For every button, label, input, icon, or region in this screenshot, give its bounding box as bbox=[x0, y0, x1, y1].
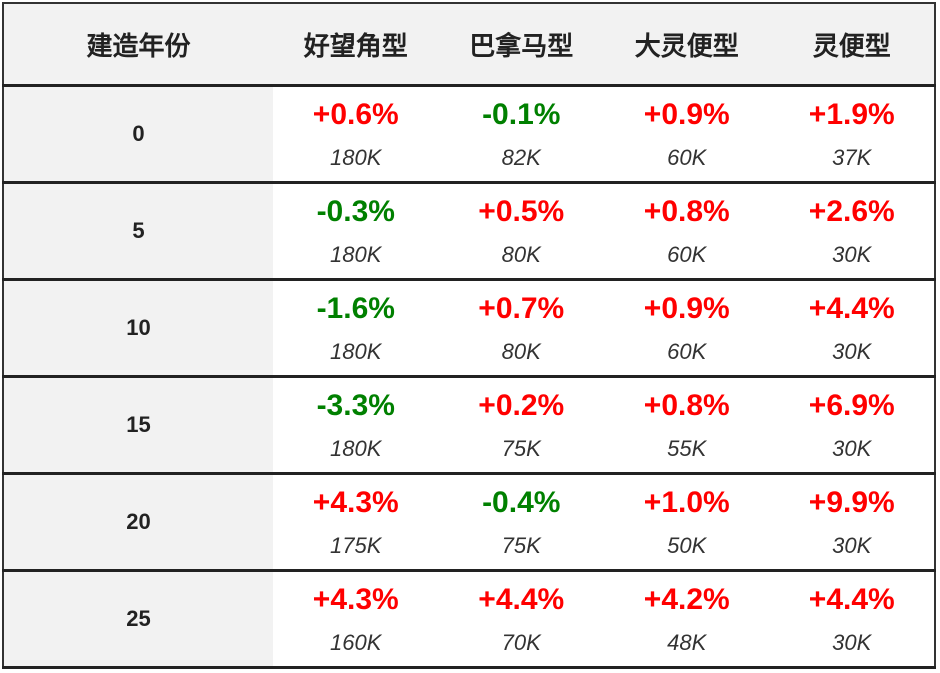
change-value: +0.6% bbox=[312, 98, 399, 131]
change-value: +4.3% bbox=[312, 486, 399, 519]
data-cell: +0.5% 80K bbox=[438, 182, 604, 281]
data-cell: +0.6% 180K bbox=[273, 85, 439, 184]
data-cell: +0.2% 75K bbox=[438, 376, 604, 475]
data-cell: -3.3% 180K bbox=[273, 376, 439, 475]
data-cell: +6.9% 30K bbox=[769, 376, 935, 475]
header-cell: 大灵便型 bbox=[604, 3, 770, 87]
data-cell: +9.9% 30K bbox=[769, 473, 935, 572]
data-cell: +0.7% 80K bbox=[438, 279, 604, 378]
change-value: -0.1% bbox=[482, 98, 561, 131]
price-value: 80K bbox=[501, 339, 541, 364]
change-value: +0.2% bbox=[478, 389, 565, 422]
price-value: 75K bbox=[501, 533, 541, 558]
price-value: 48K bbox=[667, 630, 707, 655]
table-row: 5 -0.3% 180K +0.5% 80K +0.8% 60K +2.6% 30K bbox=[3, 182, 935, 281]
change-value: +0.5% bbox=[478, 195, 565, 228]
change-value: +0.8% bbox=[643, 195, 730, 228]
data-cell: +0.9% 60K bbox=[604, 279, 770, 378]
price-value: 30K bbox=[832, 436, 872, 461]
price-value: 180K bbox=[330, 339, 382, 364]
data-cell: +2.6% 30K bbox=[769, 182, 935, 281]
header-cell: 灵便型 bbox=[769, 3, 935, 87]
data-cell: +4.4% 70K bbox=[438, 570, 604, 669]
price-value: 30K bbox=[832, 339, 872, 364]
change-value: +0.9% bbox=[643, 98, 730, 131]
data-cell: +0.8% 55K bbox=[604, 376, 770, 475]
change-value: +4.4% bbox=[808, 292, 895, 325]
data-cell: +4.3% 160K bbox=[273, 570, 439, 669]
price-value: 180K bbox=[330, 145, 382, 170]
change-value: +0.7% bbox=[478, 292, 565, 325]
price-value: 60K bbox=[667, 242, 707, 267]
price-value: 75K bbox=[501, 436, 541, 461]
change-value: +6.9% bbox=[808, 389, 895, 422]
change-value: -0.3% bbox=[316, 195, 395, 228]
change-value: +4.3% bbox=[312, 583, 399, 616]
table-row: 15 -3.3% 180K +0.2% 75K +0.8% 55K +6.9% 30K bbox=[3, 376, 935, 475]
change-value: +4.2% bbox=[643, 583, 730, 616]
price-value: 30K bbox=[832, 533, 872, 558]
table-row: 0 +0.6% 180K -0.1% 82K +0.9% 60K +1.9% 37K bbox=[3, 85, 935, 184]
price-value: 175K bbox=[330, 533, 382, 558]
data-cell: -0.4% 75K bbox=[438, 473, 604, 572]
price-value: 37K bbox=[832, 145, 872, 170]
table-row: 20 +4.3% 175K -0.4% 75K +1.0% 50K +9.9% 30K bbox=[3, 473, 935, 572]
header-cell: 巴拿马型 bbox=[438, 3, 604, 87]
data-cell: +4.3% 175K bbox=[273, 473, 439, 572]
year-cell: 15 bbox=[3, 376, 273, 475]
header-cell: 建造年份 bbox=[3, 3, 273, 87]
change-value: +1.0% bbox=[643, 486, 730, 519]
data-cell: +0.8% 60K bbox=[604, 182, 770, 281]
price-value: 180K bbox=[330, 436, 382, 461]
change-value: -0.4% bbox=[482, 486, 561, 519]
year-cell: 20 bbox=[3, 473, 273, 572]
year-cell: 5 bbox=[3, 182, 273, 281]
change-value: +0.8% bbox=[643, 389, 730, 422]
price-value: 70K bbox=[501, 630, 541, 655]
table-row: 25 +4.3% 160K +4.4% 70K +4.2% 48K +4.4% 30K bbox=[3, 570, 935, 669]
price-value: 30K bbox=[832, 242, 872, 267]
change-value: +1.9% bbox=[808, 98, 895, 131]
year-cell: 0 bbox=[3, 85, 273, 184]
year-cell: 25 bbox=[3, 570, 273, 669]
change-value: -1.6% bbox=[316, 292, 395, 325]
price-value: 180K bbox=[330, 242, 382, 267]
data-cell: +4.4% 30K bbox=[769, 279, 935, 378]
change-value: +4.4% bbox=[808, 583, 895, 616]
year-cell: 10 bbox=[3, 279, 273, 378]
price-value: 50K bbox=[667, 533, 707, 558]
header-row: 建造年份 好望角型 巴拿马型 大灵便型 灵便型 bbox=[3, 3, 935, 87]
price-value: 82K bbox=[501, 145, 541, 170]
price-value: 60K bbox=[667, 339, 707, 364]
price-value: 30K bbox=[832, 630, 872, 655]
data-cell: +4.2% 48K bbox=[604, 570, 770, 669]
data-cell: +0.9% 60K bbox=[604, 85, 770, 184]
data-cell: -1.6% 180K bbox=[273, 279, 439, 378]
change-value: +2.6% bbox=[808, 195, 895, 228]
price-value: 160K bbox=[330, 630, 382, 655]
price-value: 80K bbox=[501, 242, 541, 267]
change-value: -3.3% bbox=[316, 389, 395, 422]
data-cell: -0.1% 82K bbox=[438, 85, 604, 184]
data-cell: +1.0% 50K bbox=[604, 473, 770, 572]
data-cell: -0.3% 180K bbox=[273, 182, 439, 281]
table-row: 10 -1.6% 180K +0.7% 80K +0.9% 60K +4.4% 30K bbox=[3, 279, 935, 378]
change-value: +9.9% bbox=[808, 486, 895, 519]
price-value: 55K bbox=[667, 436, 707, 461]
price-value: 60K bbox=[667, 145, 707, 170]
data-cell: +1.9% 37K bbox=[769, 85, 935, 184]
header-cell: 好望角型 bbox=[273, 3, 439, 87]
change-value: +0.9% bbox=[643, 292, 730, 325]
data-cell: +4.4% 30K bbox=[769, 570, 935, 669]
change-value: +4.4% bbox=[478, 583, 565, 616]
